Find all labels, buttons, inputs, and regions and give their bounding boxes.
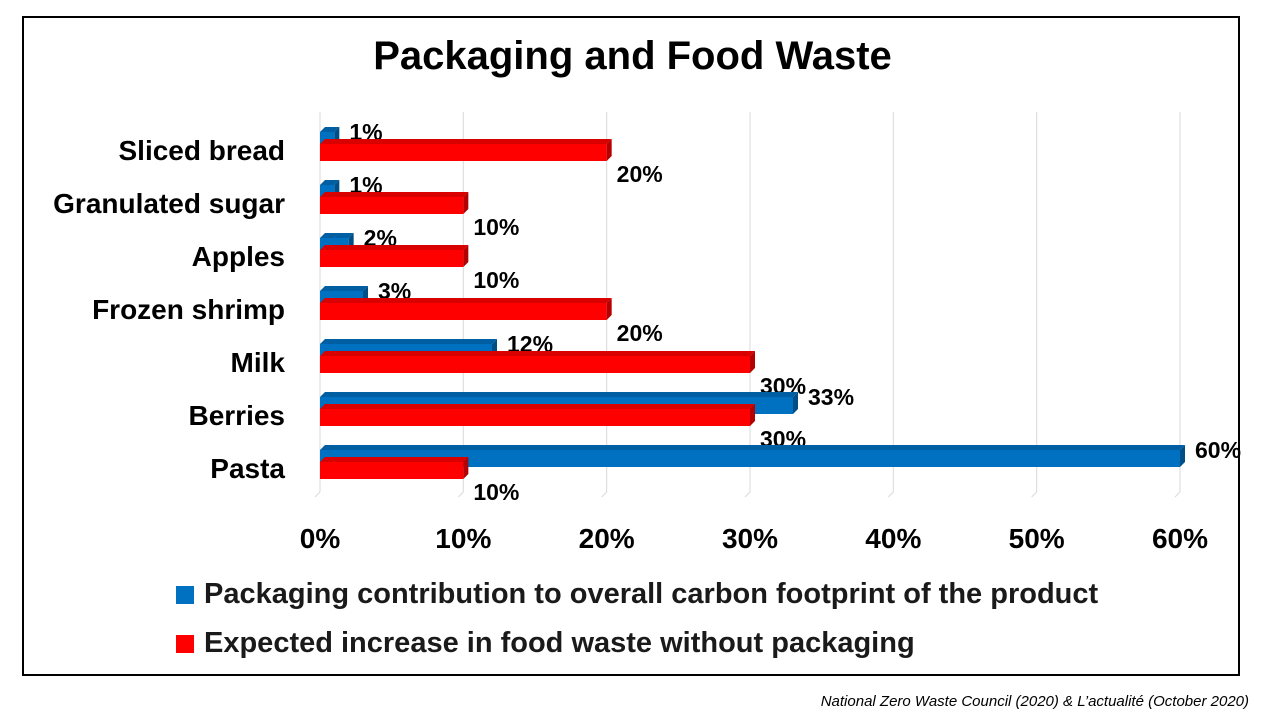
bar-food-waste [320,462,464,479]
x-tick-label: 10% [435,523,491,554]
legend-item-packaging: Packaging contribution to overall carbon… [176,578,1098,611]
bar-food-waste-side [606,298,612,320]
bar-packaging-top [320,286,368,291]
bar-packaging-top [320,180,340,185]
gridline-floor [1031,491,1038,498]
gridline-floor [887,491,894,498]
bar-food-waste [320,144,607,161]
y-category-label: Granulated sugar [53,188,285,219]
chart-title: Packaging and Food Waste [373,34,892,78]
x-tick-label: 30% [722,523,778,554]
bar-food-waste-side [463,457,469,479]
bar-food-waste-side [463,192,469,214]
legend-label-food-waste: Expected increase in food waste without … [204,627,915,659]
bar-packaging-top [320,392,798,397]
y-category-label: Pasta [210,453,285,484]
bar-food-waste-side [463,245,469,267]
gridline-floor [1174,491,1181,498]
bar-packaging-top [320,233,354,238]
y-category-label: Berries [188,400,285,431]
x-tick-label: 50% [1009,523,1065,554]
legend-swatch-food-waste [176,634,194,653]
x-tick-label: 20% [579,523,635,554]
bar-packaging-side [793,392,798,414]
data-label-food-waste: 10% [473,267,519,293]
bar-packaging [320,450,1180,467]
bar-food-waste-side [750,404,755,426]
bar-packaging-side [1180,445,1185,467]
bar-packaging-top [320,127,340,132]
y-category-label: Sliced bread [118,135,285,166]
bar-food-waste-side [606,139,612,161]
gridline-floor [601,491,608,498]
y-category-label: Apples [192,241,285,272]
x-tick-label: 60% [1152,523,1208,554]
data-label-food-waste: 10% [473,214,519,240]
bar-food-waste [320,250,464,267]
data-label-packaging: 60% [1195,437,1241,463]
bar-food-waste-top [320,245,469,250]
y-category-label: Milk [231,347,286,378]
x-tick-label: 0% [300,523,341,554]
x-tick-label: 40% [865,523,921,554]
bar-food-waste-top [320,298,612,303]
gridline-floor [744,491,751,498]
gridline-floor [457,491,464,498]
data-label-packaging: 33% [808,384,854,410]
data-label-food-waste: 20% [617,320,663,346]
bar-packaging-top [320,339,497,344]
data-label-food-waste: 20% [617,161,663,187]
bar-food-waste-top [320,351,755,356]
legend-item-food-waste: Expected increase in food waste without … [176,627,915,660]
y-category-label: Frozen shrimp [92,294,285,325]
bar-food-waste [320,303,607,320]
gridline-floor [314,491,321,498]
source-note: National Zero Waste Council (2020) & L’a… [820,693,1249,710]
bar-food-waste-top [320,404,755,409]
bar-food-waste-top [320,139,612,144]
bar-food-waste-top [320,192,469,197]
legend-label-packaging: Packaging contribution to overall carbon… [204,578,1099,610]
bar-food-waste-top [320,457,469,462]
bar-food-waste [320,356,750,373]
bar-food-waste-side [750,351,755,373]
bar-food-waste [320,197,464,214]
bar-packaging-top [320,445,1185,450]
data-label-food-waste: 10% [473,479,519,505]
bar-food-waste [320,409,750,426]
legend-swatch-packaging [176,585,194,604]
